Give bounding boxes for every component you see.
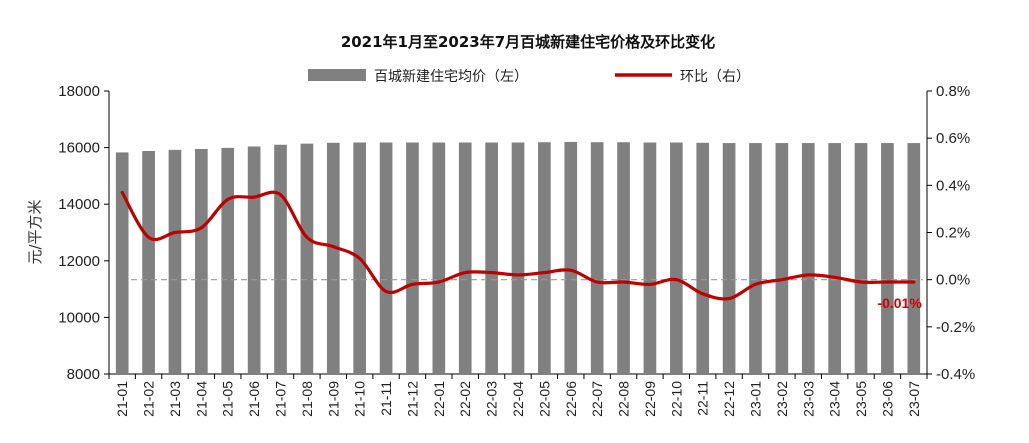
bar	[669, 142, 683, 374]
right-tick-label: -0.4%	[936, 366, 975, 383]
right-tick-label: -0.2%	[936, 319, 975, 336]
x-tick-label: 22-11	[695, 381, 711, 416]
x-tick-label: 22-06	[563, 381, 579, 417]
bar	[881, 143, 894, 374]
x-tick-label: 22-03	[484, 381, 500, 417]
legend-bar-label: 百城新建住宅均价（左）	[374, 69, 528, 85]
right-tick-label: 0.6%	[936, 130, 970, 147]
left-tick-label: 8000	[67, 366, 100, 383]
x-tick-label: 22-02	[457, 381, 473, 417]
right-tick-label: 0.4%	[936, 177, 970, 194]
bar	[247, 146, 261, 374]
bar	[643, 142, 657, 374]
bar	[617, 142, 630, 374]
y-axis-label: 元/平方米	[26, 199, 44, 264]
bar	[195, 149, 208, 374]
bar	[432, 142, 446, 374]
x-tick-label: 23-07	[906, 381, 922, 417]
x-tick-label: 21-11	[378, 381, 394, 416]
right-tick-label: 0.0%	[936, 272, 970, 289]
left-tick-label: 14000	[58, 196, 100, 213]
bar	[458, 142, 472, 374]
bar	[379, 142, 393, 374]
x-tick-label: 22-04	[510, 381, 526, 417]
x-tick-label: 21-10	[352, 381, 368, 417]
bar	[142, 150, 155, 374]
bar	[801, 143, 815, 374]
x-tick-label: 23-06	[879, 381, 895, 417]
x-tick-label: 22-07	[589, 381, 605, 417]
bar	[300, 143, 314, 374]
x-tick-label: 21-08	[299, 381, 315, 417]
x-tick-label: 21-07	[273, 381, 289, 417]
x-tick-label: 21-04	[193, 381, 209, 417]
bar	[326, 142, 340, 374]
x-tick-label: 21-03	[167, 381, 183, 417]
bar	[538, 142, 551, 374]
bar	[854, 143, 868, 374]
left-tick-label: 12000	[58, 253, 100, 270]
line-series-mom	[120, 190, 916, 301]
bar	[406, 142, 419, 374]
bar	[749, 143, 762, 374]
x-tick-label: 21-01	[114, 381, 130, 417]
bar	[511, 142, 525, 374]
plot-area: 8000 10000 12000 14000 16000 18000 -0.4% -0.2% 0…	[58, 83, 975, 417]
bar	[115, 152, 129, 374]
x-tick-label: 22-12	[721, 381, 737, 417]
x-tick-label: 21-05	[220, 381, 236, 417]
bar	[722, 143, 736, 374]
x-tick-label: 22-08	[616, 381, 632, 417]
legend-line-label: 环比（右）	[680, 69, 750, 85]
last-value-annotation: -0.01%	[877, 295, 922, 311]
x-tick-label: 22-01	[431, 381, 447, 417]
x-tick-label: 21-12	[404, 381, 420, 417]
x-tick-label: 23-05	[853, 381, 869, 417]
legend-bar-swatch	[308, 69, 366, 81]
bar	[274, 144, 287, 374]
bar	[775, 143, 789, 374]
left-tick-label: 10000	[58, 309, 100, 326]
bar	[828, 143, 841, 374]
bar	[221, 147, 235, 374]
x-tick-label: 23-04	[827, 381, 843, 417]
bar	[564, 141, 578, 374]
x-tick-label: 22-09	[642, 381, 658, 417]
right-tick-label: 0.2%	[936, 225, 970, 242]
x-tick-label: 22-05	[536, 381, 552, 417]
x-tick-label: 23-02	[774, 381, 790, 417]
left-tick-label: 16000	[58, 140, 100, 157]
x-tick-label: 23-03	[800, 381, 816, 417]
x-tick-label: 21-06	[246, 381, 262, 417]
x-tick-label: 21-02	[141, 381, 157, 417]
x-tick-label: 22-10	[668, 381, 684, 417]
left-tick-label: 18000	[58, 83, 100, 100]
bar	[485, 142, 498, 374]
bar	[168, 149, 182, 374]
chart-title: 2021年1月至2023年7月百城新建住宅价格及环比变化	[341, 33, 715, 51]
right-tick-label: 0.8%	[936, 83, 970, 100]
x-tick-label: 21-09	[325, 381, 341, 417]
x-tick-label: 23-01	[747, 381, 763, 417]
bar	[696, 142, 710, 374]
bar	[590, 142, 604, 374]
bar	[907, 143, 921, 374]
